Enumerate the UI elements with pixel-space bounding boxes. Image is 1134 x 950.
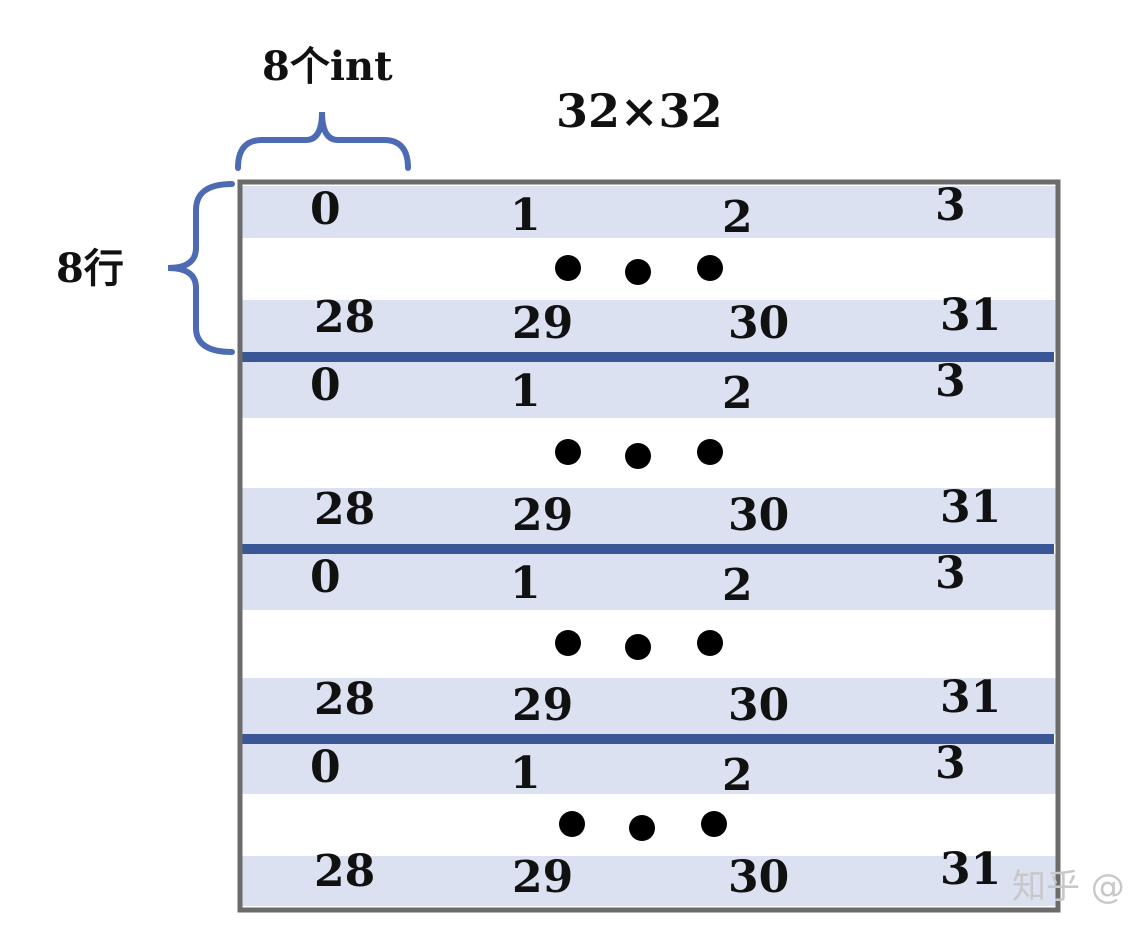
ellipsis-dot [555, 630, 581, 656]
block-divider [242, 544, 1054, 554]
cell-label: 30 [728, 490, 789, 541]
cell-label: 30 [728, 298, 789, 349]
cell-label: 31 [940, 482, 1001, 533]
cell-label: 2 [722, 192, 753, 243]
cell-label: 30 [728, 680, 789, 731]
matrix-body: 0 1 2 3 28 29 30 31 0 1 2 3 28 29 30 31 0 1 2 3 28 29 30 31 0 1 2 3… [242, 180, 1056, 906]
row-band-top [242, 362, 1056, 418]
ellipsis-dot [697, 630, 723, 656]
row-band-top [242, 186, 1056, 238]
cell-label: 2 [722, 368, 753, 419]
cell-label: 29 [512, 680, 573, 731]
column-brace [235, 111, 411, 171]
block-divider [242, 734, 1054, 744]
ellipsis-dot [625, 443, 651, 469]
ellipsis-dot [625, 634, 651, 660]
cell-label: 28 [314, 674, 375, 725]
cell-label: 2 [722, 560, 753, 611]
matrix-title: 32×32 [556, 84, 723, 138]
cell-label: 3 [935, 356, 966, 407]
cell-label: 31 [940, 672, 1001, 723]
cell-label: 3 [935, 548, 966, 599]
block-divider [242, 352, 1054, 362]
ellipsis-dot [555, 439, 581, 465]
matrix-border [237, 179, 1061, 913]
cell-label: 0 [310, 742, 341, 793]
cell-label: 29 [512, 298, 573, 349]
ellipsis-dot [559, 811, 585, 837]
cell-label: 0 [310, 360, 341, 411]
cell-label: 1 [510, 558, 541, 609]
row-group-label: 8行 [56, 245, 124, 292]
cell-label: 31 [940, 290, 1001, 341]
cell-label: 30 [728, 852, 789, 903]
cell-label: 28 [314, 846, 375, 897]
cell-label: 3 [935, 180, 966, 231]
cell-label: 1 [510, 190, 541, 241]
cell-label: 28 [314, 292, 375, 343]
ellipsis-dot [629, 815, 655, 841]
row-band-bottom [242, 488, 1056, 544]
watermark: 知乎 @ [1012, 867, 1125, 907]
row-band-bottom [242, 856, 1056, 906]
ellipsis-dot [625, 259, 651, 285]
column-group-label: 8个int [262, 43, 393, 90]
cell-label: 28 [314, 484, 375, 535]
cell-label: 2 [722, 750, 753, 801]
row-band-top [242, 554, 1056, 610]
cell-label: 0 [310, 184, 341, 235]
row-band-bottom [242, 678, 1056, 734]
ellipsis-dot [555, 255, 581, 281]
cell-label: 1 [510, 366, 541, 417]
cell-label: 0 [310, 552, 341, 603]
cell-label: 29 [512, 852, 573, 903]
ellipsis-dot [701, 811, 727, 837]
row-band-top [242, 744, 1056, 794]
row-brace [167, 181, 235, 355]
row-band-bottom [242, 300, 1056, 352]
cell-label: 29 [512, 490, 573, 541]
cell-label: 3 [935, 738, 966, 789]
ellipsis-dot [697, 439, 723, 465]
ellipsis-dot [697, 255, 723, 281]
cell-label: 1 [510, 748, 541, 799]
cell-label: 31 [940, 844, 1001, 895]
